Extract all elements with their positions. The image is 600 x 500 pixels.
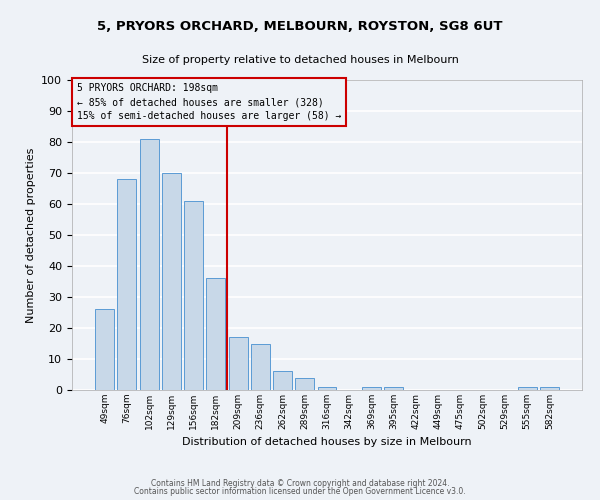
Bar [140, 139, 158, 390]
Bar [184, 201, 203, 390]
Bar [229, 338, 248, 390]
Bar [362, 387, 381, 390]
Bar [95, 310, 114, 390]
Text: 5, PRYORS ORCHARD, MELBOURN, ROYSTON, SG8 6UT: 5, PRYORS ORCHARD, MELBOURN, ROYSTON, SG… [97, 20, 503, 33]
Bar [295, 378, 314, 390]
Bar [118, 179, 136, 390]
Bar [273, 372, 292, 390]
Bar [384, 387, 403, 390]
Bar [162, 173, 181, 390]
Text: Contains public sector information licensed under the Open Government Licence v3: Contains public sector information licen… [134, 487, 466, 496]
Text: 5 PRYORS ORCHARD: 198sqm
← 85% of detached houses are smaller (328)
15% of semi-: 5 PRYORS ORCHARD: 198sqm ← 85% of detach… [77, 83, 341, 121]
Text: Size of property relative to detached houses in Melbourn: Size of property relative to detached ho… [142, 55, 458, 65]
X-axis label: Distribution of detached houses by size in Melbourn: Distribution of detached houses by size … [182, 438, 472, 448]
Bar [540, 387, 559, 390]
Bar [518, 387, 536, 390]
Bar [206, 278, 225, 390]
Bar [317, 387, 337, 390]
Text: Contains HM Land Registry data © Crown copyright and database right 2024.: Contains HM Land Registry data © Crown c… [151, 478, 449, 488]
Bar [251, 344, 270, 390]
Y-axis label: Number of detached properties: Number of detached properties [26, 148, 36, 322]
